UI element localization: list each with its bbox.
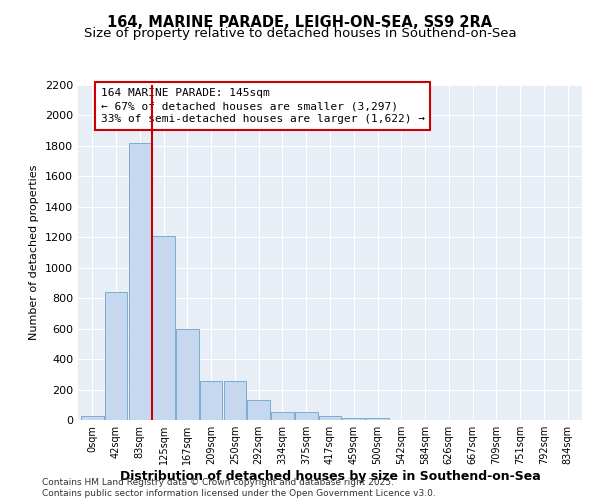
Text: Contains HM Land Registry data © Crown copyright and database right 2025.
Contai: Contains HM Land Registry data © Crown c…: [42, 478, 436, 498]
Text: Size of property relative to detached houses in Southend-on-Sea: Size of property relative to detached ho…: [83, 28, 517, 40]
Bar: [128, 143, 151, 420]
Bar: [247, 400, 270, 420]
Bar: [105, 292, 127, 420]
Bar: [81, 416, 104, 420]
Bar: [176, 328, 199, 420]
Text: 164 MARINE PARADE: 145sqm
← 67% of detached houses are smaller (3,297)
33% of se: 164 MARINE PARADE: 145sqm ← 67% of detac…: [101, 88, 425, 124]
Bar: [224, 381, 246, 420]
Bar: [295, 412, 317, 420]
Bar: [319, 416, 341, 420]
Bar: [152, 236, 175, 420]
Text: 164, MARINE PARADE, LEIGH-ON-SEA, SS9 2RA: 164, MARINE PARADE, LEIGH-ON-SEA, SS9 2R…: [107, 15, 493, 30]
Bar: [271, 412, 294, 420]
Bar: [200, 381, 223, 420]
X-axis label: Distribution of detached houses by size in Southend-on-Sea: Distribution of detached houses by size …: [119, 470, 541, 483]
Bar: [366, 418, 389, 420]
Y-axis label: Number of detached properties: Number of detached properties: [29, 165, 40, 340]
Bar: [343, 418, 365, 420]
